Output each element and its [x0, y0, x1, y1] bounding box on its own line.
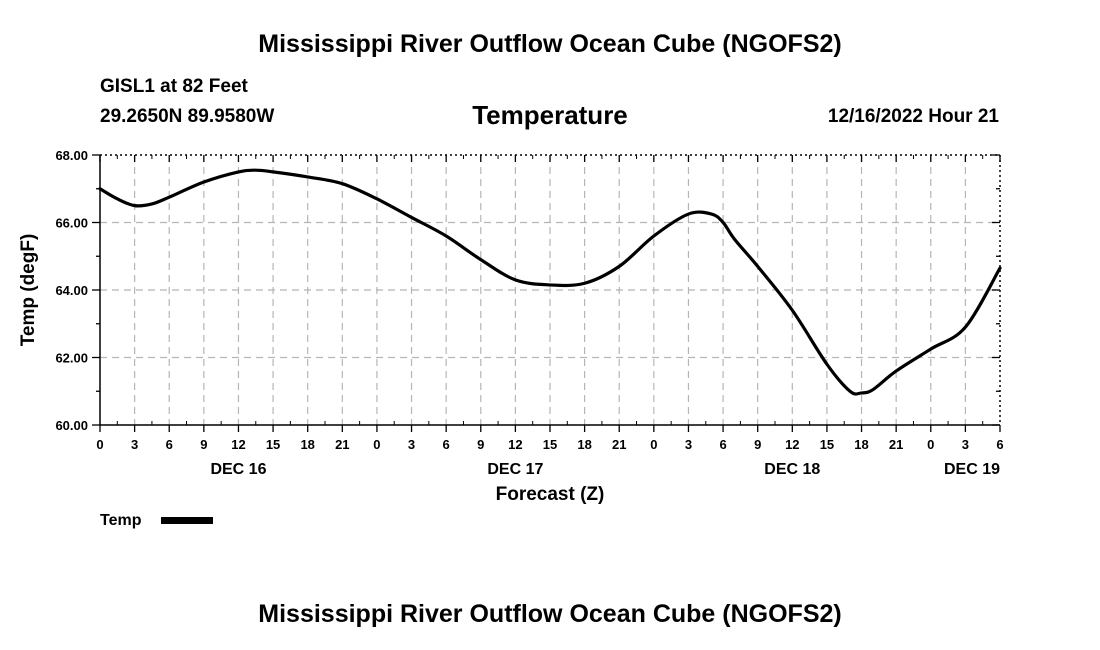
y-tick-label: 60.00	[55, 418, 88, 433]
x-tick-label: 3	[131, 437, 138, 452]
station-label: GISL1 at 82 Feet	[100, 76, 248, 97]
x-tick-label: 0	[650, 437, 657, 452]
x-tick-label: 6	[166, 437, 173, 452]
legend-label-temp: Temp	[100, 512, 142, 529]
x-tick-label: 15	[266, 437, 280, 452]
x-tick-label: 0	[927, 437, 934, 452]
x-tick-label: 6	[443, 437, 450, 452]
legend: Temp	[100, 512, 213, 529]
x-tick-label: 9	[754, 437, 761, 452]
x-tick-label: 12	[231, 437, 245, 452]
x-tick-label: 6	[996, 437, 1003, 452]
x-tick-label: 12	[508, 437, 522, 452]
x-tick-label: 15	[820, 437, 834, 452]
x-tick-label: 21	[612, 437, 626, 452]
x-tick-label: 15	[543, 437, 557, 452]
day-label: DEC 18	[764, 461, 820, 478]
x-tick-label: 18	[854, 437, 868, 452]
x-tick-label: 3	[408, 437, 415, 452]
x-tick-label: 18	[300, 437, 314, 452]
y-tick-label: 66.00	[55, 216, 88, 231]
footer-title: Mississippi River Outflow Ocean Cube (NG…	[258, 600, 842, 628]
y-axis-title: Temp (degF)	[18, 234, 39, 347]
y-tick-label: 68.00	[55, 148, 88, 163]
datetime-label: 12/16/2022 Hour 21	[827, 106, 999, 127]
x-tick-label: 9	[200, 437, 207, 452]
day-label: DEC 16	[210, 461, 266, 478]
page-title: Mississippi River Outflow Ocean Cube (NG…	[258, 30, 842, 58]
day-label: DEC 17	[487, 461, 543, 478]
day-label: DEC 19	[944, 461, 1000, 478]
x-tick-label: 12	[785, 437, 799, 452]
x-tick-label: 6	[719, 437, 726, 452]
x-axis-title: Forecast (Z)	[496, 484, 605, 505]
x-tick-label: 3	[685, 437, 692, 452]
series-layer	[98, 168, 1002, 396]
x-tick-label: 21	[889, 437, 903, 452]
y-tick-label: 62.00	[55, 351, 88, 366]
x-tick-label: 0	[373, 437, 380, 452]
x-tick-label: 9	[477, 437, 484, 452]
tick-labels: 60.00 62.00 64.00 66.00 68.00 0 3 6 9 12 15 18 21 0 3 6…	[55, 148, 1003, 478]
series-line-temp	[98, 168, 1002, 396]
chart-title: Temperature	[472, 100, 628, 130]
coordinates-label: 29.2650N 89.9580W	[100, 106, 275, 127]
x-tick-label: 18	[577, 437, 591, 452]
x-tick-label: 21	[335, 437, 349, 452]
y-tick-label: 64.00	[55, 283, 88, 298]
legend-swatch-temp	[161, 517, 213, 524]
x-tick-label: 0	[96, 437, 103, 452]
grid	[100, 155, 1000, 425]
x-tick-label: 3	[962, 437, 969, 452]
axes	[92, 154, 1001, 432]
